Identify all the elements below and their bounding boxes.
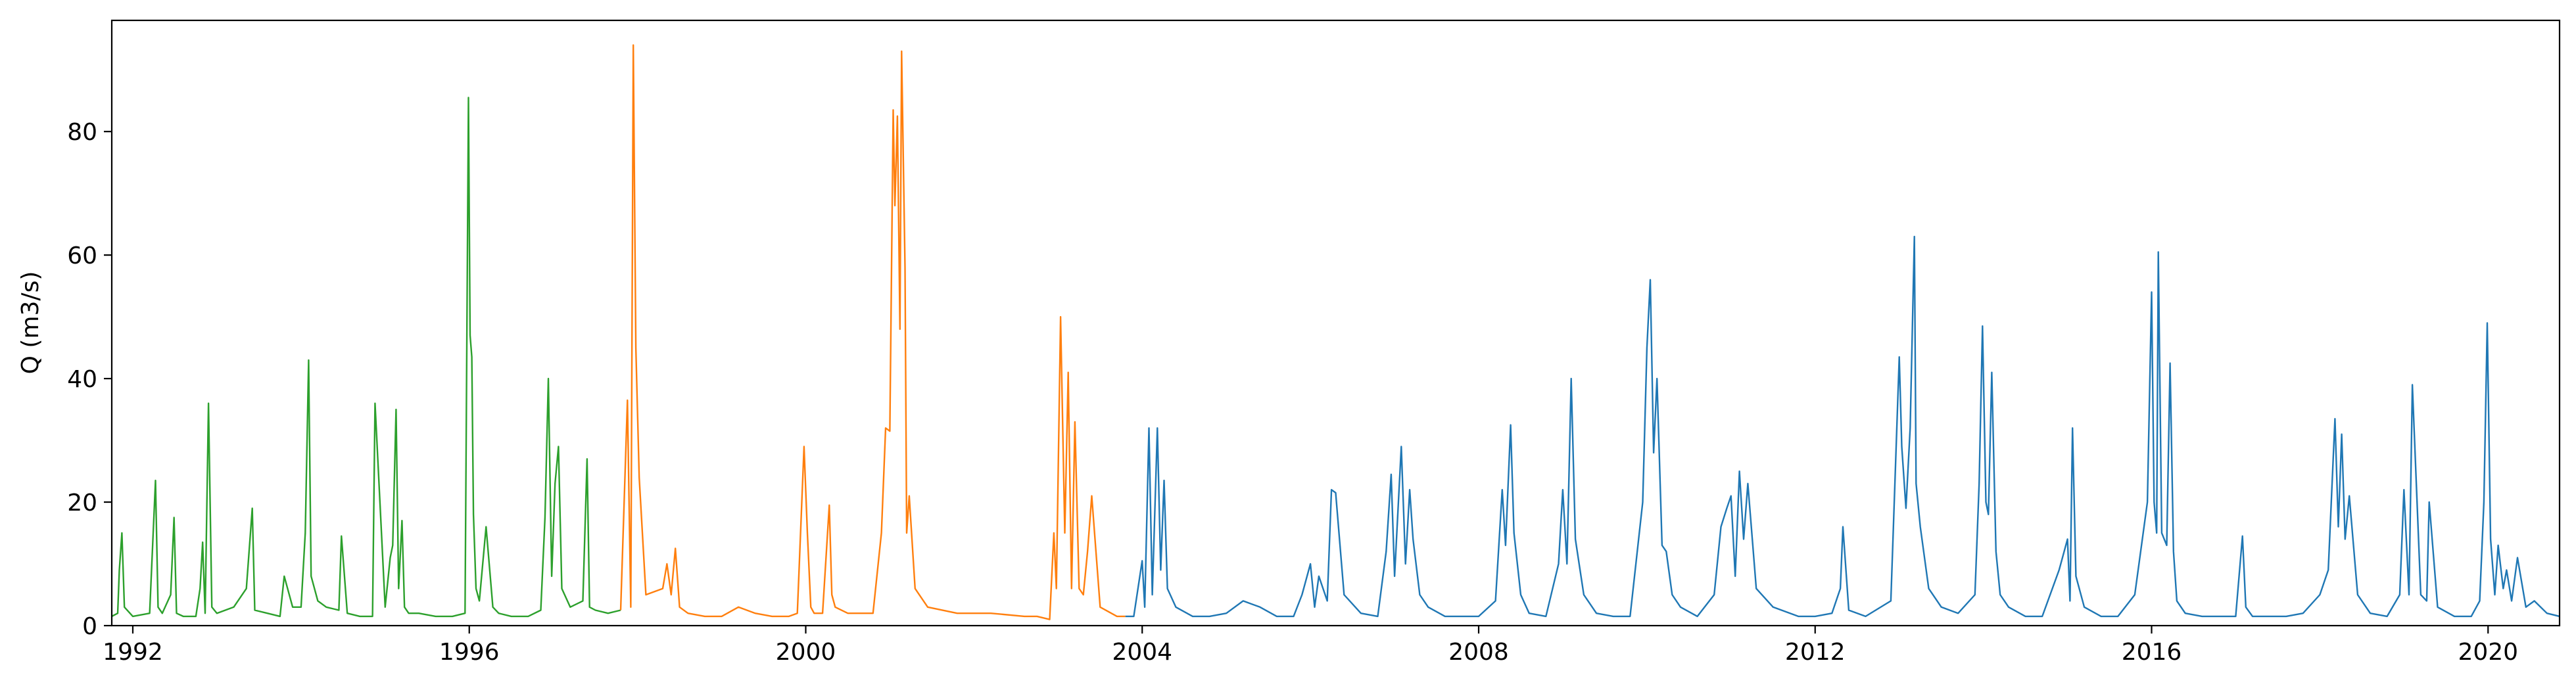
x-tick-label: 1996 bbox=[439, 639, 500, 666]
x-tick-label: 2012 bbox=[1785, 639, 1846, 666]
x-axis: 1992 1996 2000 2004 2008 2012 2016 2020 bbox=[103, 626, 2518, 666]
y-tick-label: 20 bbox=[67, 490, 97, 517]
x-tick-label: 1992 bbox=[103, 639, 163, 666]
x-tick-label: 2020 bbox=[2458, 639, 2518, 666]
y-axis: 0 20 40 60 80 bbox=[67, 119, 112, 640]
y-tick-label: 80 bbox=[67, 119, 97, 146]
y-tick-label: 40 bbox=[67, 366, 97, 393]
series-layer bbox=[112, 44, 2560, 620]
plot-frame bbox=[110, 19, 2561, 627]
x-tick-label: 2000 bbox=[776, 639, 836, 666]
series-line-3 bbox=[1125, 235, 2560, 618]
x-tick-label: 2016 bbox=[2122, 639, 2182, 666]
y-tick-label: 60 bbox=[67, 242, 97, 269]
series-line-2 bbox=[619, 44, 1126, 620]
x-tick-label: 2008 bbox=[1448, 639, 1509, 666]
y-tick-label: 0 bbox=[82, 613, 97, 640]
y-axis-label: Q (m3/s) bbox=[17, 271, 44, 375]
series-line-1 bbox=[112, 97, 621, 618]
x-tick-label: 2004 bbox=[1112, 639, 1172, 666]
